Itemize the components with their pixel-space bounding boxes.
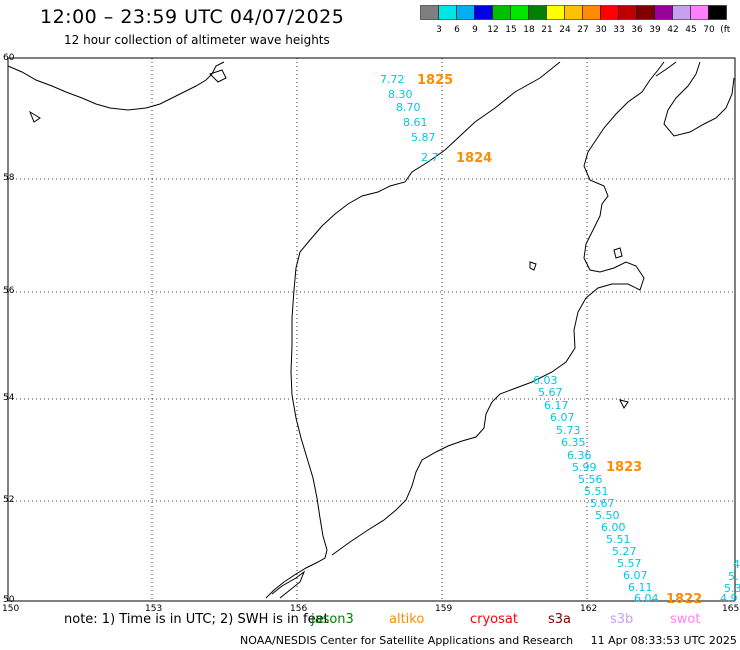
wave-height-value: 5.3 [724, 582, 740, 595]
wave-height-value: 6.11 [628, 581, 653, 594]
credit-text: NOAA/NESDIS Center for Satellite Applica… [240, 634, 574, 647]
wave-height-value: 6.00 [601, 521, 626, 534]
legend-label: 6 [454, 25, 460, 35]
x-tick-165: 165 [722, 604, 739, 614]
timestamp: 11 Apr 08:33:53 UTC 2025 [590, 634, 737, 647]
mission-jason3: jason3 [311, 612, 354, 627]
wave-height-value: 6.17 [544, 399, 569, 412]
y-tick-52: 52 [3, 495, 14, 505]
mission-altiko: altiko [389, 612, 425, 627]
wave-height-values: 7.728.308.708.615.872.76.035.676.176.075… [380, 73, 740, 605]
track-label-1822: 1822 [666, 592, 702, 607]
mission-cryosat: cryosat [470, 612, 518, 627]
y-axis-ticks: 60 58 56 54 52 50 [3, 53, 15, 605]
footnote: note: 1) Time is in UTC; 2) SWH is in fe… [64, 612, 329, 627]
wave-height-value: 8.70 [396, 101, 421, 114]
y-tick-54: 54 [3, 393, 15, 403]
wave-height-value: 6.03 [533, 374, 558, 387]
legend-label: 12 [487, 25, 498, 35]
legend-label: 39 [649, 25, 661, 35]
wave-height-value: 5.27 [612, 545, 637, 558]
legend-label: 24 [559, 25, 571, 35]
track-label-1823: 1823 [606, 460, 642, 475]
graticule [8, 58, 735, 601]
legend-label: 21 [541, 25, 552, 35]
wave-height-value: 6.07 [623, 569, 648, 582]
map-frame [7, 57, 736, 602]
wave-height-value: 5.51 [584, 485, 609, 498]
map-subtitle: 12 hour collection of altimeter wave hei… [64, 33, 330, 47]
wave-height-value: 5.67 [590, 497, 615, 510]
legend-label: 33 [613, 25, 624, 35]
track-time-labels: 1825 1824 1823 1822 [417, 73, 702, 607]
wave-height-value: 6.36 [567, 449, 592, 462]
y-tick-50: 50 [3, 595, 15, 605]
legend-label: 42 [667, 25, 678, 35]
wave-height-value: 5.99 [572, 461, 597, 474]
x-axis-ticks: 150 153 156 159 162 165 [2, 604, 739, 614]
wave-height-value: 5.67 [538, 386, 563, 399]
legend-label: 27 [577, 25, 588, 35]
wave-height-value: 6.07 [550, 411, 575, 424]
mission-s3a: s3a [548, 612, 572, 627]
wave-height-value: 2.7 [421, 151, 439, 164]
wave-height-value: 4.9 [720, 592, 738, 605]
y-tick-60: 60 [3, 53, 15, 63]
wave-height-value: 7.72 [380, 73, 405, 86]
x-tick-159: 159 [435, 604, 452, 614]
legend-label: 70 [703, 25, 715, 35]
wave-height-value: 5. [728, 570, 739, 583]
y-tick-56: 56 [3, 286, 15, 296]
wave-height-value: 5.51 [606, 533, 631, 546]
x-tick-162: 162 [580, 604, 597, 614]
legend-swatch [708, 5, 727, 20]
legend-label: 45 [685, 25, 696, 35]
legend-label: 18 [523, 25, 535, 35]
legend-label: (ft) [720, 25, 730, 35]
wave-height-value: 4 [733, 558, 740, 571]
track-label-1824: 1824 [456, 151, 492, 166]
wave-height-value: 5.57 [617, 557, 642, 570]
wave-height-value: 8.30 [388, 88, 413, 101]
legend-label: 3 [436, 25, 442, 35]
x-tick-153: 153 [145, 604, 162, 614]
wave-height-value: 6.35 [561, 436, 586, 449]
mission-swot: swot [670, 612, 701, 627]
map-title: 12:00 – 23:59 UTC 04/07/2025 [40, 6, 345, 28]
legend-label: 15 [505, 25, 516, 35]
x-tick-150: 150 [2, 604, 19, 614]
wave-height-value: 5.50 [595, 509, 620, 522]
wave-height-value: 5.73 [556, 424, 581, 437]
mission-s3b: s3b [610, 612, 634, 627]
wave-height-value: 5.87 [411, 131, 436, 144]
legend-label: 30 [595, 25, 607, 35]
wave-height-value: 8.61 [403, 116, 428, 129]
y-tick-58: 58 [3, 173, 15, 183]
legend-label: 9 [472, 25, 478, 35]
wave-height-value: 5.56 [578, 473, 603, 486]
footer-credit: NOAA/NESDIS Center for Satellite Applica… [240, 634, 737, 647]
x-tick-156: 156 [290, 604, 307, 614]
coastline [7, 61, 735, 599]
track-label-1825: 1825 [417, 73, 453, 88]
legend-label: 36 [631, 25, 643, 35]
wave-height-value: 6.04 [634, 592, 659, 605]
